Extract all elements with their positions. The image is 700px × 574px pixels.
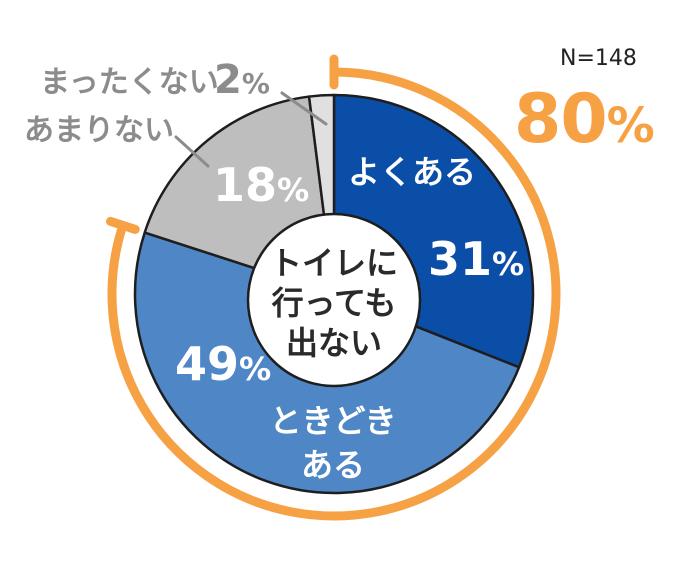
slice-value-unit: %	[277, 171, 310, 209]
external-label-amari-nai: あまりない	[24, 113, 174, 148]
external-value-mattaku-nai: 2%	[214, 60, 270, 100]
center-title-line-2: 行っても	[271, 284, 397, 322]
slice-label-yoku-aru: よくある	[348, 153, 477, 191]
slice-value-yoku-aru: 31%	[428, 236, 524, 282]
leader-lines	[174, 91, 328, 168]
slice-label-line-1: ときどき	[269, 402, 397, 440]
highlight-total-label: 80%	[514, 86, 655, 154]
center-title-line-3: 出ない	[285, 324, 382, 362]
center-title: トイレに 行っても 出ない	[254, 243, 414, 363]
external-label-mattaku-nai: まったくない	[40, 65, 219, 100]
highlight-80-percent-arc	[106, 54, 561, 521]
slice-value-tokidoki-aru: 49%	[175, 341, 271, 387]
highlight-arc-end-tick	[106, 216, 140, 234]
center-title-line-1: トイレに	[269, 244, 398, 282]
highlight-total-value: 80	[514, 80, 608, 159]
sample-size-label: N=148	[560, 46, 637, 71]
donut-center-hole	[246, 212, 422, 388]
slice-value-number: 31	[428, 232, 493, 286]
leader-line-mattaku-nai	[280, 91, 328, 126]
slice-label-line-2: ある	[300, 446, 365, 484]
slice-value-unit: %	[492, 245, 525, 283]
slice-value-unit: %	[241, 67, 270, 100]
slice-value-number: 2	[214, 57, 242, 103]
leader-line-amari-nai	[174, 135, 210, 168]
slice-label-tokidoki-aru: ときどき ある	[258, 399, 408, 487]
slice-value-number: 18	[213, 158, 278, 212]
slice-value-amari-nai: 18%	[213, 162, 309, 208]
slice-value-unit: %	[239, 350, 272, 388]
highlight-arc-path	[107, 67, 561, 521]
highlight-total-unit: %	[606, 98, 655, 154]
slice-value-number: 49	[175, 337, 240, 391]
